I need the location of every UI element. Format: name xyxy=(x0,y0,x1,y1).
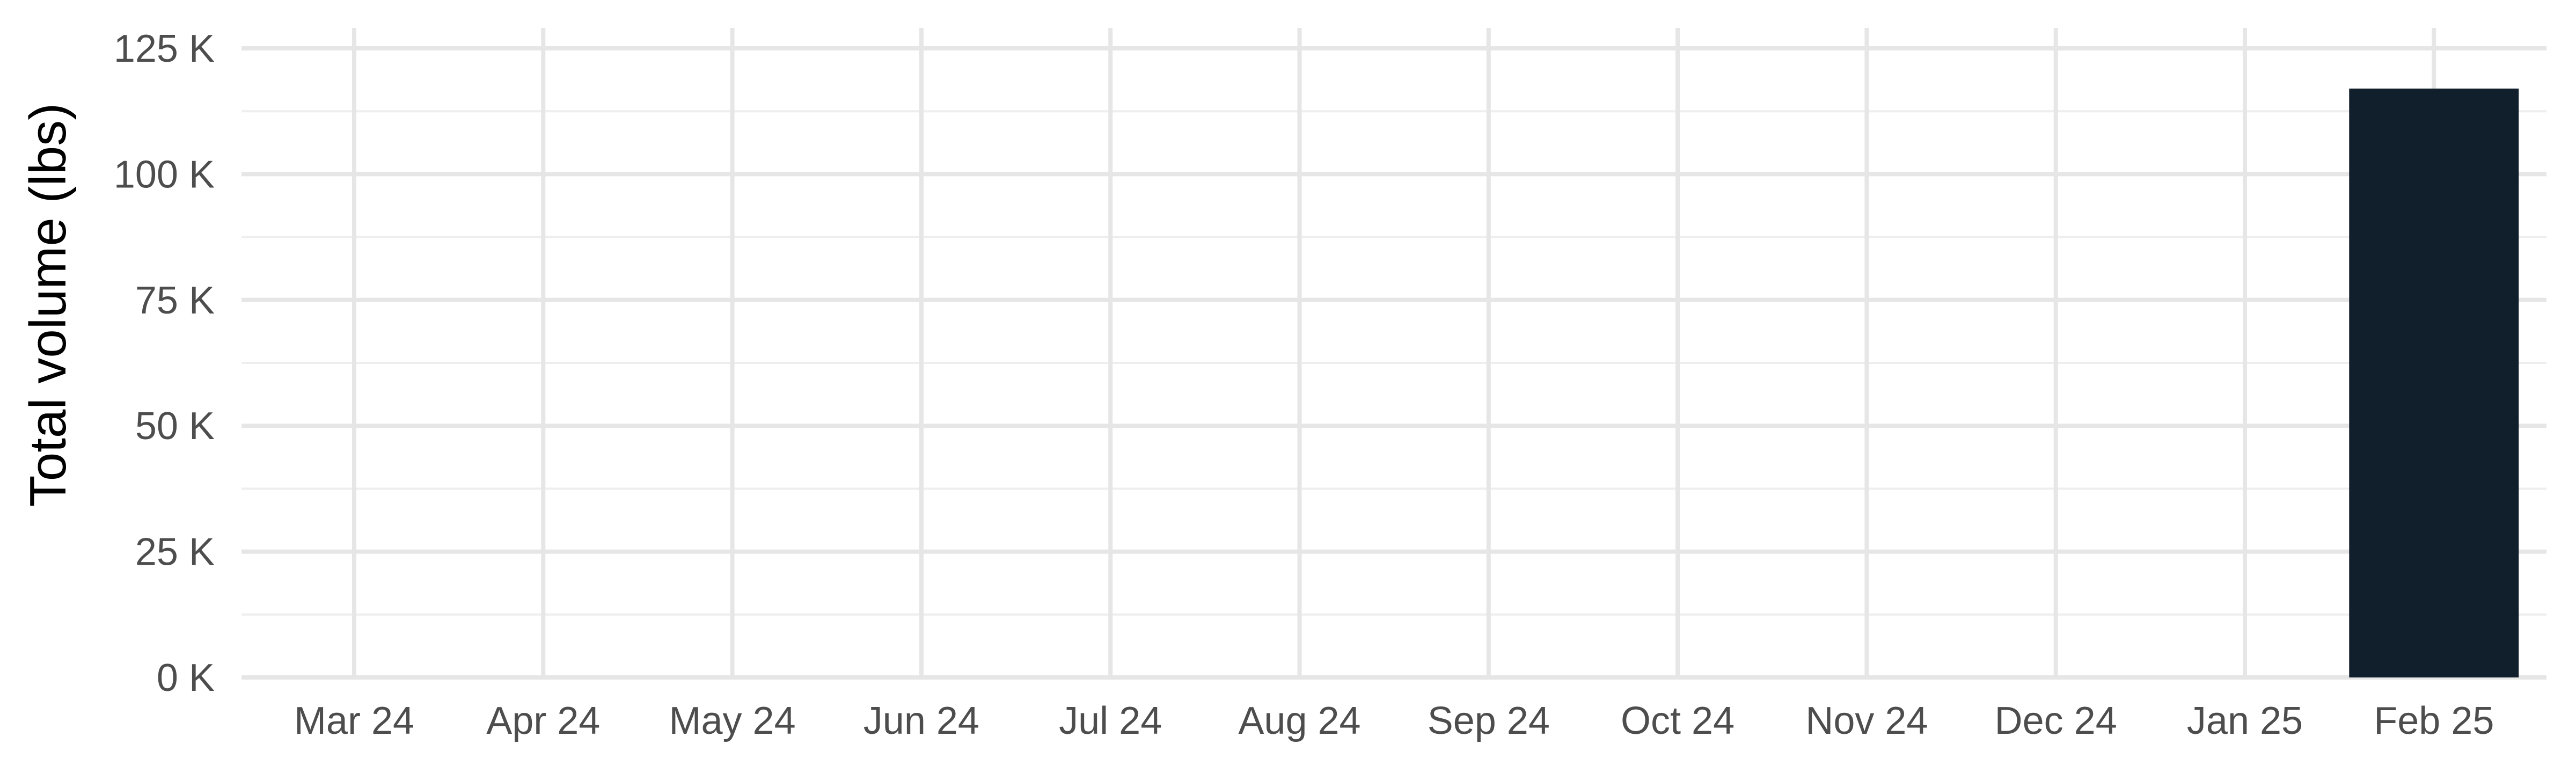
x-tick-label: Dec 24 xyxy=(1995,699,2117,742)
y-tick-label: 50 K xyxy=(135,405,215,448)
y-tick-label: 75 K xyxy=(135,279,215,322)
x-tick-label: Jun 24 xyxy=(863,699,979,742)
x-tick-label: Feb 25 xyxy=(2374,699,2494,742)
x-tick-label: May 24 xyxy=(669,699,796,742)
y-axis-title: Total volume (lbs) xyxy=(19,103,77,507)
y-tick-label: 0 K xyxy=(157,657,215,699)
x-tick-label: Jul 24 xyxy=(1059,699,1162,742)
x-tick-label: Mar 24 xyxy=(294,699,414,742)
y-tick-label: 125 K xyxy=(114,27,215,70)
x-tick-label: Jan 25 xyxy=(2187,699,2303,742)
y-tick-label: 25 K xyxy=(135,531,215,574)
x-tick-label: Oct 24 xyxy=(1621,699,1735,742)
x-tick-label: Sep 24 xyxy=(1428,699,1550,742)
bar xyxy=(2349,89,2519,677)
x-tick-labels: Mar 24 Apr 24 May 24 Jun 24 Jul 24 Aug 24 Sep … xyxy=(294,699,2494,742)
y-tick-labels: 0 K 25 K 50 K 75 K 100 K 125 K xyxy=(114,27,215,699)
grid-layer xyxy=(241,28,2546,680)
x-tick-label: Aug 24 xyxy=(1238,699,1360,742)
x-tick-label: Apr 24 xyxy=(486,699,600,742)
bar-layer xyxy=(2349,89,2519,677)
y-tick-label: 100 K xyxy=(114,153,215,196)
x-tick-label: Nov 24 xyxy=(1805,699,1928,742)
